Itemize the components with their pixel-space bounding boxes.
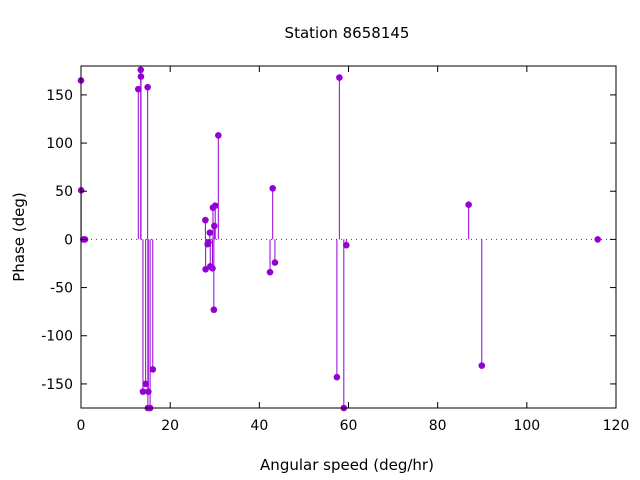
x-tick-label: 0 (77, 418, 86, 434)
y-tick-label: 50 (55, 184, 73, 200)
y-tick-label: -50 (50, 281, 73, 297)
data-point-32 (342, 241, 350, 249)
data-point-33 (465, 201, 472, 209)
x-tick-label: 80 (429, 418, 447, 434)
data-point-30 (336, 74, 343, 81)
data-point-23 (211, 222, 218, 230)
data-point-35 (594, 236, 602, 243)
points-layer (77, 66, 602, 412)
data-point-6 (137, 73, 145, 80)
data-point-25 (215, 132, 222, 139)
stems-layer (80, 69, 483, 408)
data-point-28 (271, 259, 279, 266)
y-tick-label: -100 (41, 329, 73, 345)
data-point-22 (210, 306, 218, 314)
data-point-17 (205, 238, 212, 246)
x-tick-label: 60 (340, 418, 358, 434)
data-point-8 (142, 380, 149, 388)
data-point-14 (202, 216, 209, 224)
data-point-4 (134, 85, 142, 93)
data-point-24 (211, 202, 219, 209)
data-point-5 (137, 66, 145, 74)
x-tick-label: 20 (161, 418, 179, 434)
data-point-13 (149, 366, 157, 373)
data-point-27 (269, 185, 277, 192)
data-point-18 (206, 229, 214, 236)
y-axis-label: Phase (deg) (10, 192, 28, 282)
data-point-34 (478, 362, 486, 369)
y-tick-label: 100 (46, 136, 73, 152)
x-tick-label: 120 (603, 418, 630, 434)
y-tick-label: 0 (64, 232, 73, 248)
chart-title: Station 8658145 (285, 24, 410, 42)
data-point-26 (266, 268, 274, 276)
y-ticks: -150 -100 -50 0 50 100 150 (41, 88, 616, 393)
y-tick-label: 150 (46, 88, 73, 104)
x-tick-label: 40 (250, 418, 268, 434)
data-point-29 (333, 373, 341, 381)
x-tick-label: 100 (513, 418, 540, 434)
x-ticks: 0 20 40 60 80 100 120 (77, 66, 630, 434)
data-point-7 (139, 388, 147, 395)
y-tick-label: -150 (41, 377, 73, 393)
data-point-20 (209, 265, 216, 272)
data-point-11 (145, 388, 152, 395)
x-axis-label: Angular speed (deg/hr) (260, 456, 434, 474)
data-point-9 (144, 83, 151, 91)
